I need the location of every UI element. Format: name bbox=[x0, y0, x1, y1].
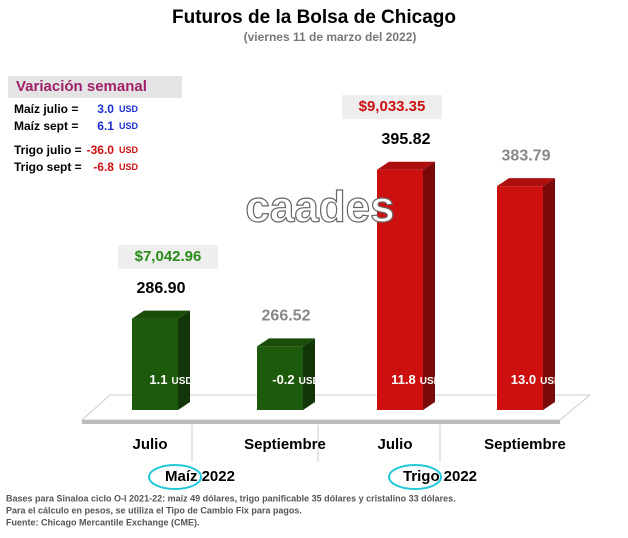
price-label: $9,033.35 bbox=[359, 98, 426, 115]
watermark: caades bbox=[245, 183, 394, 232]
weekly-label: Trigo sept = bbox=[14, 160, 82, 174]
price-box bbox=[342, 95, 442, 119]
weekly-unit: USD bbox=[119, 121, 139, 131]
group-year: 2022 bbox=[202, 468, 235, 485]
value-label: 266.52 bbox=[262, 308, 311, 325]
weekly-label: Trigo julio = bbox=[14, 143, 82, 157]
group-name: Trigo bbox=[403, 468, 440, 485]
weekly-value: 6.1 USD bbox=[97, 119, 138, 133]
bar-side bbox=[303, 338, 315, 410]
weekly-label: Maíz sept = bbox=[14, 119, 78, 133]
footnote: Bases para Sinaloa ciclo O-I 2021-22: ma… bbox=[6, 493, 456, 503]
x-tick-label: Julio bbox=[132, 436, 167, 453]
change-unit: USD bbox=[420, 376, 441, 387]
change-label: 1.1 USD bbox=[149, 372, 192, 387]
change-unit: USD bbox=[299, 376, 320, 387]
weekly-unit: USD bbox=[119, 145, 139, 155]
change-label: 13.0 USD bbox=[511, 372, 561, 387]
group-year: 2022 bbox=[444, 468, 477, 485]
weekly-title: Variación semanal bbox=[16, 78, 147, 95]
floor-edge bbox=[82, 420, 560, 424]
change-value: 11.8 bbox=[391, 372, 416, 387]
bar-front bbox=[257, 346, 303, 410]
group-label: Trigo 2022 bbox=[403, 468, 477, 485]
chart-subtitle: (viernes 11 de marzo del 2022) bbox=[244, 30, 417, 44]
change-label: -0.2 USD bbox=[272, 372, 320, 387]
price-box bbox=[118, 245, 218, 269]
weekly-label: Maíz julio = bbox=[14, 102, 78, 116]
change-value: 13.0 bbox=[511, 372, 536, 387]
footnote: Fuente: Chicago Mercantile Exchange (CME… bbox=[6, 517, 200, 527]
bar bbox=[132, 310, 190, 410]
bar-front bbox=[132, 318, 178, 410]
bar-side bbox=[178, 310, 190, 410]
weekly-number: 6.1 bbox=[97, 119, 114, 133]
bar bbox=[377, 161, 435, 410]
weekly-value: 3.0 USD bbox=[97, 102, 138, 116]
group-highlight bbox=[388, 464, 442, 490]
bar-front bbox=[497, 186, 543, 410]
bar-top bbox=[497, 178, 555, 187]
bar-top bbox=[257, 338, 315, 347]
chart-title: Futuros de la Bolsa de Chicago bbox=[172, 7, 456, 28]
value-label: 286.90 bbox=[137, 280, 186, 297]
bar bbox=[257, 338, 315, 410]
bar-front bbox=[377, 169, 423, 410]
weekly-number: 3.0 bbox=[97, 102, 114, 116]
bar-top bbox=[377, 161, 435, 170]
weekly-number: -6.8 bbox=[93, 160, 114, 174]
bar-side bbox=[543, 178, 555, 410]
weekly-number: -36.0 bbox=[87, 143, 115, 157]
change-unit: USD bbox=[171, 376, 192, 387]
weekly-value: -6.8 USD bbox=[93, 160, 138, 174]
x-tick-label: Septiembre bbox=[484, 436, 566, 453]
bar-side bbox=[423, 161, 435, 410]
weekly-title-box bbox=[8, 76, 182, 98]
group-highlight bbox=[148, 464, 202, 490]
footnote: Para el cálculo en pesos, se utiliza el … bbox=[6, 505, 302, 515]
group-label: Maíz 2022 bbox=[165, 468, 235, 485]
value-label: 383.79 bbox=[502, 147, 551, 164]
weekly-unit: USD bbox=[119, 162, 139, 172]
x-tick-label: Julio bbox=[377, 436, 412, 453]
change-label: 11.8 USD bbox=[391, 372, 441, 387]
weekly-value: -36.0 USD bbox=[87, 143, 139, 157]
change-unit: USD bbox=[540, 376, 561, 387]
bar-top bbox=[132, 310, 190, 319]
weekly-unit: USD bbox=[119, 104, 139, 114]
change-value: 1.1 bbox=[149, 372, 167, 387]
change-value: -0.2 bbox=[272, 372, 294, 387]
bar bbox=[497, 178, 555, 410]
x-tick-label: Septiembre bbox=[244, 436, 326, 453]
price-label: $7,042.96 bbox=[135, 248, 202, 265]
group-name: Maíz bbox=[165, 468, 198, 485]
value-label: 395.82 bbox=[382, 131, 431, 148]
